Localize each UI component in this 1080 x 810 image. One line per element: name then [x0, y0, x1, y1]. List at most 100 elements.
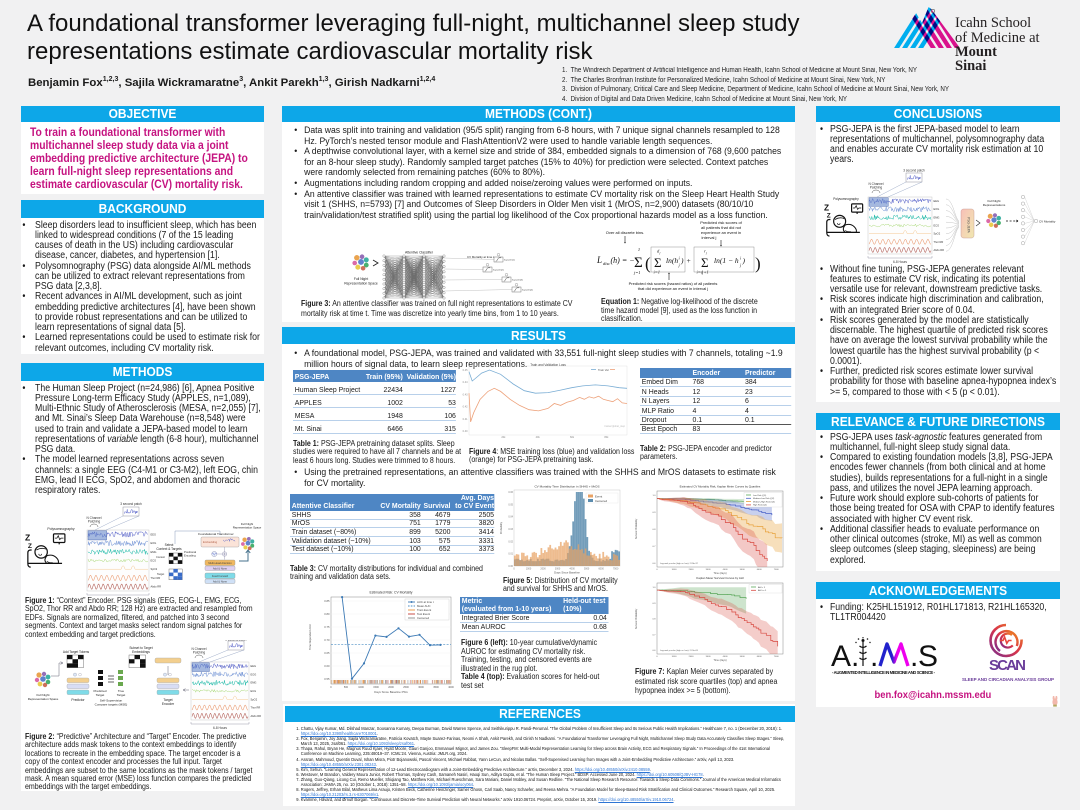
svg-text:6-8 Hours: 6-8 Hours: [893, 260, 907, 264]
svg-text:3500: 3500: [433, 686, 439, 689]
svg-text:Z: Z: [28, 543, 32, 550]
svg-text:1000: 1000: [672, 569, 678, 571]
svg-text:5000: 5000: [584, 568, 590, 571]
svg-text:Estimated CV Mortality Risk, K: Estimated CV Mortality Risk, Kaplan Meie…: [680, 484, 761, 488]
svg-text:40k: 40k: [536, 436, 541, 439]
svg-text:4000: 4000: [569, 568, 575, 571]
svg-text:J: J: [638, 247, 640, 252]
svg-text:7000: 7000: [613, 568, 619, 571]
svg-text:Target: Target: [117, 693, 126, 697]
svg-text:0.7: 0.7: [652, 546, 656, 548]
svg-text:0.75: 0.75: [324, 625, 330, 629]
svg-text:0.85: 0.85: [324, 599, 330, 603]
svg-text:r: r: [704, 249, 706, 254]
svg-text:Mean AUC: Mean AUC: [417, 604, 431, 608]
svg-text:Encoder: Encoder: [162, 702, 175, 706]
svg-text:Z: Z: [827, 213, 831, 220]
svg-text:60k: 60k: [570, 436, 575, 439]
svg-text:j: j: [739, 263, 742, 268]
svg-text:0.80: 0.80: [324, 612, 330, 616]
svg-text:j: j: [678, 263, 681, 268]
svg-text:2000: 2000: [689, 569, 695, 571]
svg-text:0: 0: [330, 686, 332, 689]
svg-text:i=1: i=1: [654, 270, 661, 275]
svg-text:Feed Forward: Feed Forward: [212, 574, 229, 578]
svg-text:7000: 7000: [774, 656, 780, 658]
svg-text:2000: 2000: [388, 686, 394, 689]
svg-text:Thor RR: Thor RR: [151, 576, 161, 580]
svg-text:hazard t(1): hazard t(1): [504, 259, 515, 262]
svg-text:Self-Supervision: Self-Supervision: [100, 699, 123, 703]
svg-text:Foundational Transformer: Foundational Transformer: [198, 532, 233, 536]
svg-text:0: 0: [656, 569, 658, 571]
svg-text:ln(1 − h: ln(1 − h: [714, 256, 739, 265]
svg-text:Representation Space: Representation Space: [344, 282, 378, 286]
svg-text:Time (days): Time (days): [713, 659, 726, 662]
svg-text:SLEEP AND CIRCADIAN ANALYSIS G: SLEEP AND CIRCADIAN ANALYSIS GROUP: [962, 677, 1054, 682]
svg-text:Target: Target: [96, 693, 105, 697]
svg-text:20k: 20k: [501, 436, 506, 439]
svg-text:1000: 1000: [358, 686, 364, 689]
svg-text:0.6: 0.6: [652, 563, 656, 565]
svg-text:Encoding: Encoding: [184, 553, 196, 557]
svg-text:3000: 3000: [706, 656, 712, 658]
svg-text:Positional: Positional: [184, 550, 197, 554]
svg-text:): ): [742, 256, 746, 265]
svg-text:Full Night: Full Night: [241, 522, 253, 526]
svg-text:1.0: 1.0: [652, 495, 656, 497]
svg-text:Add Target Tokens: Add Target Tokens: [63, 650, 90, 654]
svg-text:ln(h: ln(h: [666, 256, 678, 265]
svg-text:0.01: 0.01: [508, 553, 513, 556]
svg-text:0.03: 0.03: [508, 528, 513, 531]
svg-text:High Risk (Q4): High Risk (Q4): [753, 505, 767, 507]
svg-text:A: A: [831, 640, 851, 673]
svg-text:CV Mortality Risk: CV Mortality Risk: [1039, 220, 1056, 224]
svg-text:6000: 6000: [598, 568, 604, 571]
svg-text:Embedding: Embedding: [203, 540, 218, 544]
svg-text:EMG: EMG: [151, 550, 157, 554]
svg-text:ECG: ECG: [151, 559, 157, 563]
svg-text:EOG: EOG: [151, 541, 157, 545]
svg-text:0.02: 0.02: [508, 540, 513, 543]
svg-text:j: j: [701, 272, 703, 276]
svg-text:Full Night: Full Night: [354, 277, 368, 281]
svg-text:ECG: ECG: [934, 224, 940, 228]
svg-text:Representations: Representations: [983, 203, 1006, 207]
svg-text:3 second patch: 3 second patch: [120, 502, 142, 506]
svg-text:EMG: EMG: [251, 681, 257, 685]
svg-text:6000: 6000: [757, 656, 763, 658]
svg-text:Predictor: Predictor: [71, 698, 85, 702]
svg-text:i=d: i=d: [697, 270, 704, 275]
svg-text:Time (days): Time (days): [713, 572, 726, 575]
svg-text:d: d: [657, 249, 660, 254]
svg-text:Σ: Σ: [654, 255, 662, 270]
svg-text:EMG: EMG: [934, 215, 940, 219]
svg-text:Polysomnography: Polysomnography: [833, 197, 859, 201]
svg-text:Test Event: Test Event: [417, 612, 430, 616]
svg-text:(h) = −: (h) = −: [611, 256, 635, 265]
svg-text:Estimated Risk: CV Mortality: Estimated Risk: CV Mortality: [370, 590, 413, 594]
svg-text:Z: Z: [824, 203, 829, 212]
svg-text:Probability: Probability: [499, 521, 503, 534]
svg-text:.: .: [851, 640, 859, 673]
svg-text:CV Mortality Time Distribution: CV Mortality Time Distribution in SHHS +…: [534, 485, 599, 489]
svg-text:Days Since Baseline: Days Since Baseline: [554, 571, 580, 575]
svg-text:EOG: EOG: [251, 672, 257, 676]
svg-text:4000: 4000: [448, 686, 454, 689]
svg-text:5000: 5000: [740, 569, 746, 571]
svg-text:0.00: 0.00: [508, 565, 513, 568]
svg-text:Medium-Low Risk (Q2): Medium-Low Risk (Q2): [753, 498, 775, 500]
svg-text:Train and Validation Loss: Train and Validation Loss: [530, 363, 566, 367]
svg-text:True: True: [118, 689, 125, 693]
svg-text:Train Event: Train Event: [417, 608, 431, 612]
svg-text:4000: 4000: [723, 569, 729, 571]
svg-text:1000: 1000: [672, 656, 678, 658]
svg-text:EEG: EEG: [151, 532, 156, 536]
svg-text:Train Val: Train Val: [598, 368, 609, 372]
svg-text:SCAN: SCAN: [989, 657, 1026, 674]
svg-text:Add & Norm: Add & Norm: [213, 579, 227, 583]
svg-text:0.65: 0.65: [324, 651, 330, 655]
svg-text:Medium-High Risk (Q3): Medium-High Risk (Q3): [753, 501, 775, 503]
svg-text:.: .: [910, 640, 918, 673]
svg-text:3000: 3000: [418, 686, 424, 689]
